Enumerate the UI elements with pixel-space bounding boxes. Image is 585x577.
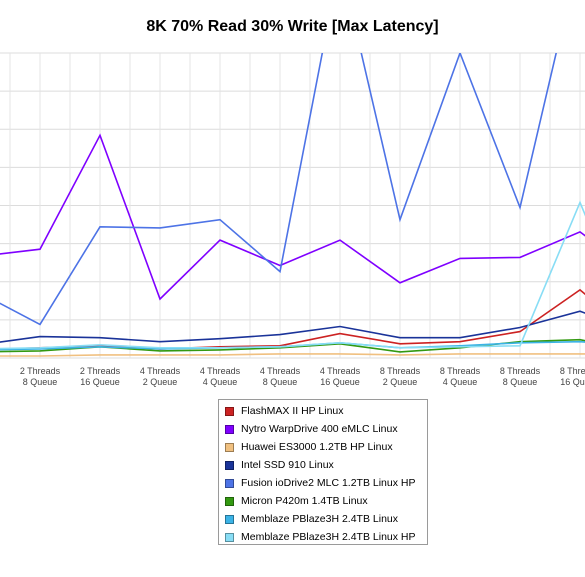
x-tick-label: 2 Threads <box>20 366 61 376</box>
legend-swatch <box>225 496 234 506</box>
x-tick-label: 8 Queue <box>503 377 538 387</box>
legend-swatch <box>225 460 234 470</box>
x-tick-label: 8 Queue <box>263 377 298 387</box>
x-tick-label: 8 Threads <box>560 366 585 376</box>
x-tick-label: 2 Threads <box>80 366 121 376</box>
legend-label: Micron P420m 1.4TB Linux <box>241 495 368 507</box>
x-tick-label: 4 Threads <box>140 366 181 376</box>
legend-swatch <box>225 424 234 434</box>
legend-item: Huawei ES3000 1.2TB HP Linux <box>219 438 427 456</box>
legend-label: Nytro WarpDrive 400 eMLC Linux <box>241 423 398 435</box>
legend-item: Micron P420m 1.4TB Linux <box>219 492 427 510</box>
x-tick-label: 4 Queue <box>443 377 478 387</box>
legend-item: Memblaze PBlaze3H 2.4TB Linux HP <box>219 528 427 546</box>
x-tick-label: 2 Queue <box>383 377 418 387</box>
legend-swatch <box>225 406 234 416</box>
x-tick-label: 1 Threads <box>0 366 1 376</box>
legend-item: FlashMAX II HP Linux <box>219 402 427 420</box>
chart-gridlines <box>0 52 585 359</box>
x-tick-label: 8 Queue <box>23 377 58 387</box>
legend-swatch <box>225 442 234 452</box>
legend-item: Nytro WarpDrive 400 eMLC Linux <box>219 420 427 438</box>
series-line-4 <box>0 53 558 326</box>
chart-title: 8K 70% Read 30% Write [Max Latency] <box>146 18 439 35</box>
legend-label: FlashMAX II HP Linux <box>241 405 344 417</box>
legend-label: Memblaze PBlaze3H 2.4TB Linux HP <box>241 531 416 543</box>
x-tick-label: 8 Threads <box>380 366 421 376</box>
legend-item: Intel SSD 910 Linux <box>219 456 427 474</box>
x-tick-label: 2 Queue <box>143 377 178 387</box>
series-line-0 <box>0 288 585 351</box>
x-tick-label: 8 Threads <box>500 366 541 376</box>
legend-label: Fusion ioDrive2 MLC 1.2TB Linux HP <box>241 477 416 489</box>
x-tick-label: 8 Threads <box>440 366 481 376</box>
legend-swatch <box>225 532 234 542</box>
legend-item: Fusion ioDrive2 MLC 1.2TB Linux HP <box>219 474 427 492</box>
legend-swatch <box>225 514 234 524</box>
chart-series-lines <box>0 53 585 357</box>
chart-legend: FlashMAX II HP Linux Nytro WarpDrive 400 … <box>218 399 428 545</box>
x-tick-label: 4 Threads <box>260 366 301 376</box>
series-line-3 <box>0 310 585 343</box>
legend-label: Huawei ES3000 1.2TB HP Linux <box>241 441 393 453</box>
x-tick-label: 4 Threads <box>200 366 241 376</box>
x-tick-label: 4 Threads <box>320 366 361 376</box>
x-tick-label: 16 Queue <box>320 377 360 387</box>
series-line-1 <box>0 133 585 301</box>
legend-label: Memblaze PBlaze3H 2.4TB Linux <box>241 513 398 525</box>
x-tick-label: 4 Queue <box>203 377 238 387</box>
legend-label: Intel SSD 910 Linux <box>241 459 334 471</box>
x-tick-label: 16 Queue <box>560 377 585 387</box>
legend-swatch <box>225 478 234 488</box>
series-line-7 <box>0 200 585 350</box>
legend-item: Memblaze PBlaze3H 2.4TB Linux <box>219 510 427 528</box>
x-tick-label: 16 Queue <box>80 377 120 387</box>
series-line-2 <box>0 353 585 357</box>
